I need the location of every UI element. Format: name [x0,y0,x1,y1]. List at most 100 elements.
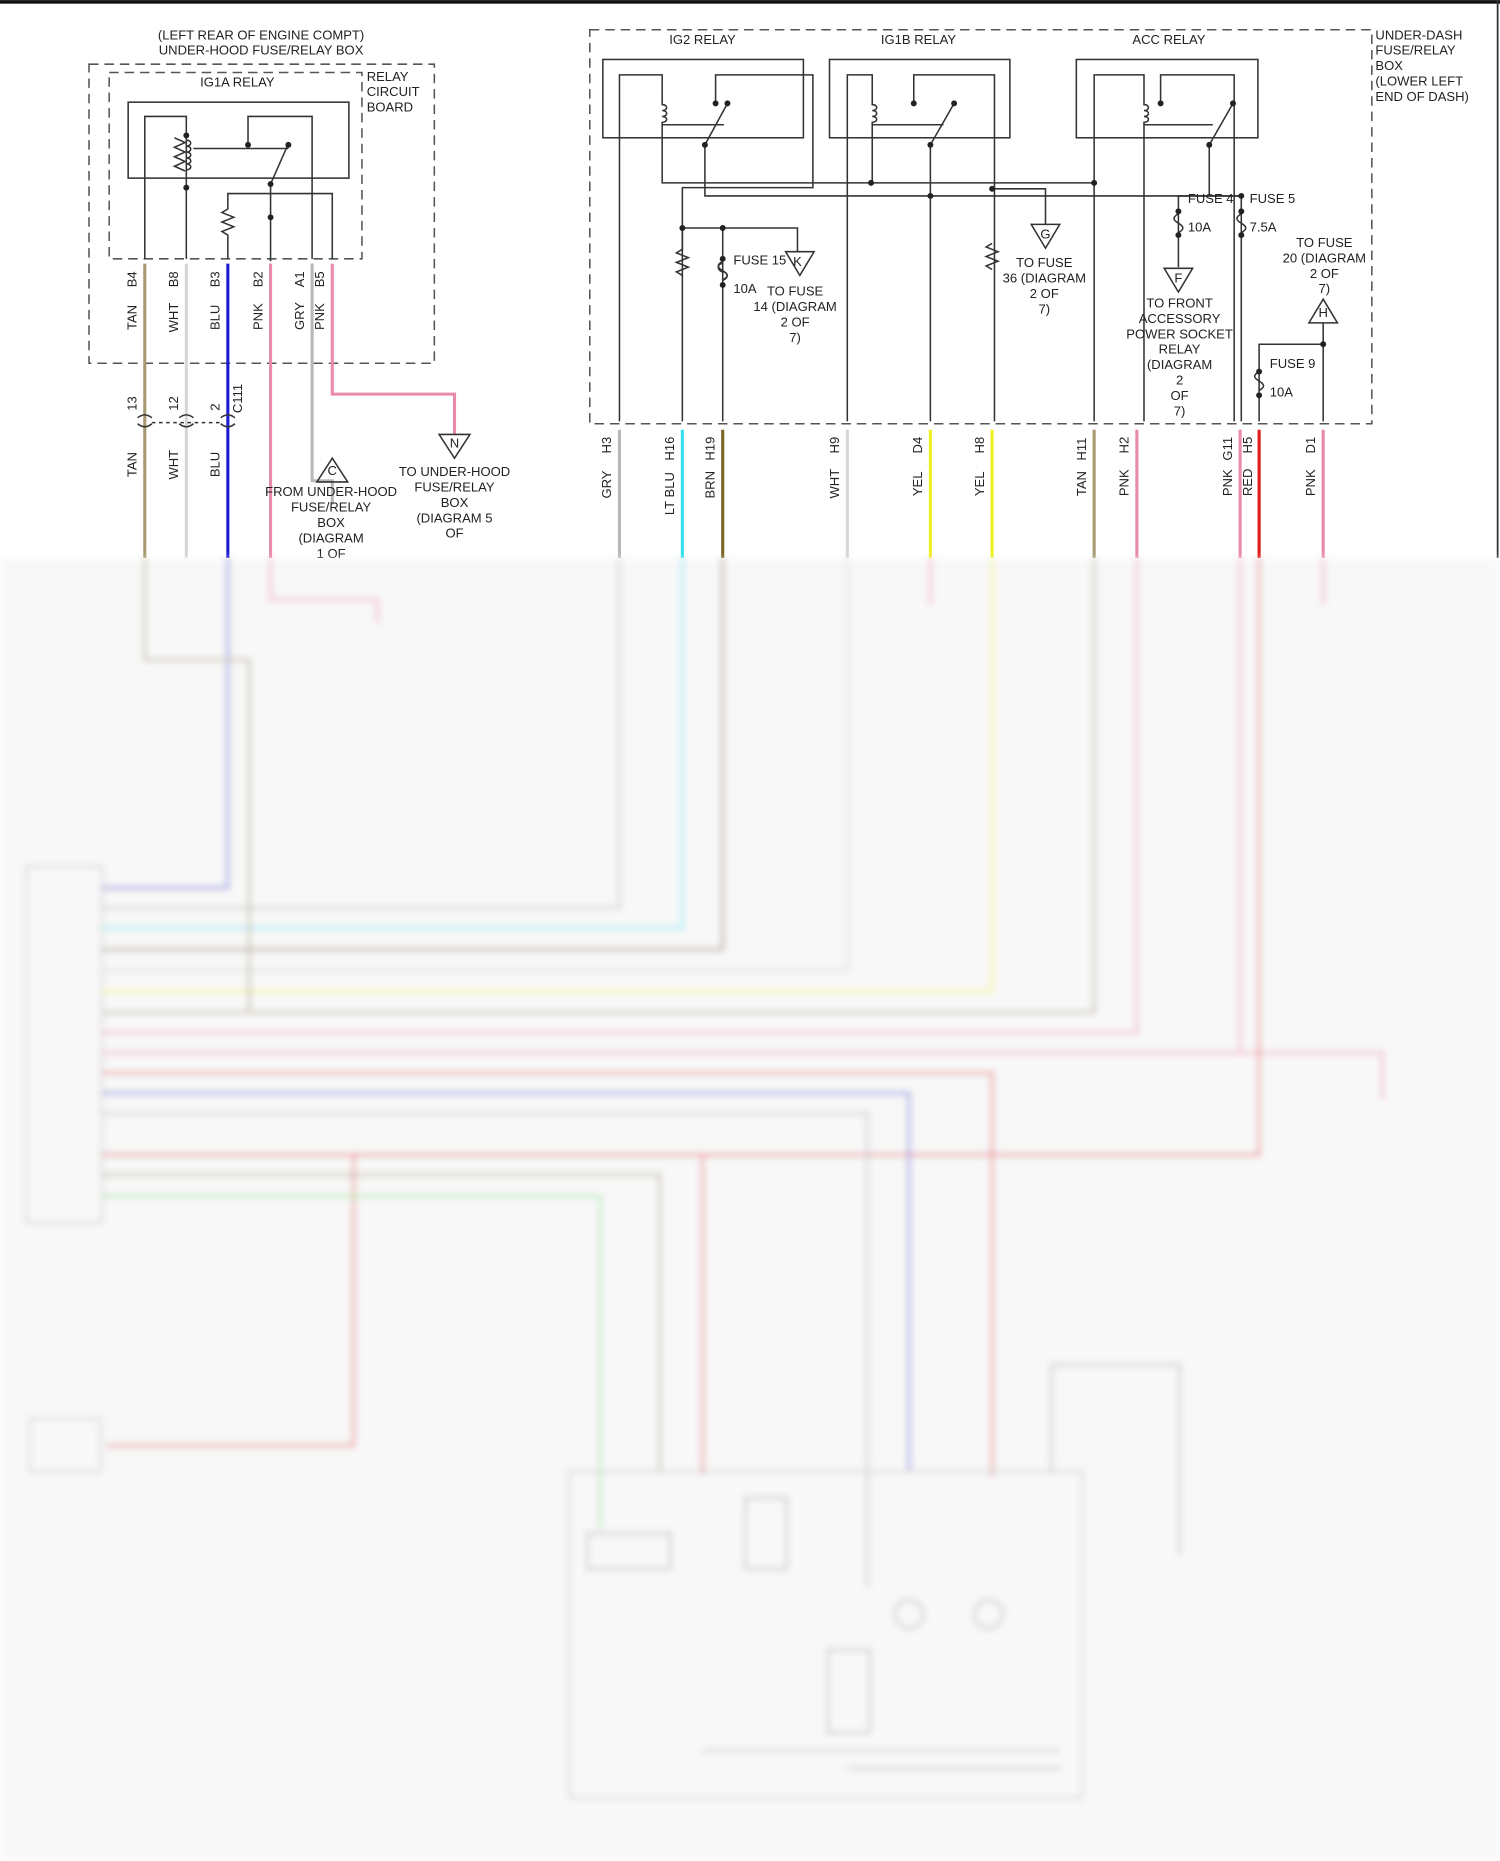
junction-dot [1238,208,1245,215]
diagram-label: (LOWER LEFT [1375,74,1463,89]
diagram-label: BOX [317,515,345,530]
diagram-label: B3 [208,271,223,287]
diagram-label: FUSE/RELAY [414,479,495,494]
acc-relay [1075,58,1259,422]
wire-segment [827,1648,872,1734]
wire-segment [589,29,1373,425]
diagram-label: 7) [1174,403,1186,418]
junction-dot [910,100,917,107]
diagram-label: F [1174,271,1182,286]
junction-dot [701,141,708,148]
diagram-label: GRY [292,302,307,330]
diagram-label: PNK [312,303,327,330]
wire-segment [437,433,472,460]
ig1a-relay-label: IG1A RELAY [200,75,275,90]
diagram-label: 2 OF [781,314,810,329]
junction-dot [719,281,726,288]
wire-segment [102,557,230,890]
junction-dot [927,192,934,199]
under-hood-fuse-relay-box: (LEFT REAR OF ENGINE COMPT) UNDER-HOOD F… [88,27,510,561]
diagram-label: YEL [910,471,925,496]
wire-segment [102,557,994,993]
board-label: CIRCUIT [367,84,420,99]
junction-dot [183,184,190,191]
wire-segment [102,557,1261,1477]
wire-segment [586,1532,672,1571]
wire-segment [1093,74,1235,422]
diagram-label: 10A [733,281,757,296]
wire-segment [102,1194,603,1529]
diagram-label: OF [445,526,463,541]
diagram-label: BRN [702,471,717,499]
diagram-label: 7) [1038,301,1050,316]
diagram-label: FUSE/RELAY [1375,43,1456,58]
diagram-label: D1 [1303,437,1318,454]
diagram-label: G [1040,227,1050,242]
ig1a-relay [127,101,350,262]
top-border [0,0,1500,4]
diagram-label: FUSE 4 [1188,191,1234,206]
junction-dot [285,141,292,148]
junction-dot [719,255,726,262]
junction-dot [1256,392,1263,399]
blurred-lower-diagram [0,557,1500,1861]
wire-segment [102,1111,870,1588]
connector-n: N TO UNDER-HOOD FUSE/RELAY BOX (DIAGRAM … [399,433,510,541]
wire-segment [1253,322,1324,422]
diagram-label: G11 [1220,437,1235,461]
diagram-label: ACCESSORY [1139,311,1221,326]
wire-segment [828,58,1011,139]
wire-segment [310,263,334,505]
diagram-label: TAN [124,452,139,477]
diagram-label: H [1318,305,1327,320]
diagram-label: 36 (DIAGRAM [1003,271,1086,286]
diagram-label: PNK [1303,469,1318,496]
junction-dot [1175,208,1182,215]
diagram-label: TO FUSE [1016,255,1073,270]
diagram-label: PNK [1117,469,1132,496]
diagram-label: OF [1171,388,1189,403]
left-pin-labels: B4 B8 B3 B2 A1 B5 TAN WHT BLU PNK GRY PN… [124,271,327,332]
junction-dot [245,141,251,148]
junction-dot [927,141,934,148]
junction-dot [1230,100,1236,107]
diagram-label: TO FRONT [1146,295,1212,310]
wire-segment [618,74,1242,422]
diagram-label: FUSE/RELAY [291,500,372,515]
diagram-label: 7) [789,330,801,345]
diagram-label: 7.5A [1250,220,1277,235]
diagram-label: (DIAGRAM [1147,357,1212,372]
left-wires [143,263,457,558]
wire-segment [102,1091,911,1473]
diagram-label: B2 [250,271,265,287]
wire-segment [1075,58,1259,139]
diagram-label: TAN [1074,471,1089,496]
junction-dot [719,225,726,231]
diagram-label: POWER SOCKET [1126,326,1233,341]
diagram-label: H8 [972,437,987,454]
diagram-label: BOX [1375,58,1403,73]
wire-segment [219,192,334,259]
diagram-label: FUSE 15 [733,253,786,268]
diagram-label: BLU [208,305,223,330]
board-label: RELAY [367,69,409,84]
wire-segment [247,115,313,262]
connector-c111: 13 12 2 C111 TAN WHT BLU [124,384,245,480]
wire-segment [1173,195,1247,422]
wire-segment [102,557,622,910]
diagram-label: (DIAGRAM [298,530,363,545]
diagram-label: RELAY [1159,342,1201,357]
diagram-label: GRY [599,470,614,498]
junction-dot [973,1598,1004,1630]
wire-segment [784,250,816,277]
diagram-label: B4 [124,271,139,287]
junction-dot [1175,232,1182,239]
diagram-label: RED [1240,469,1255,497]
diagram-label: 2 [1176,373,1183,388]
wire-segment [28,1417,103,1473]
junction-dot [1157,100,1164,107]
diagram-label: H19 [702,437,717,461]
diagram-label: FUSE 9 [1270,356,1316,371]
wire-segment [602,58,805,139]
